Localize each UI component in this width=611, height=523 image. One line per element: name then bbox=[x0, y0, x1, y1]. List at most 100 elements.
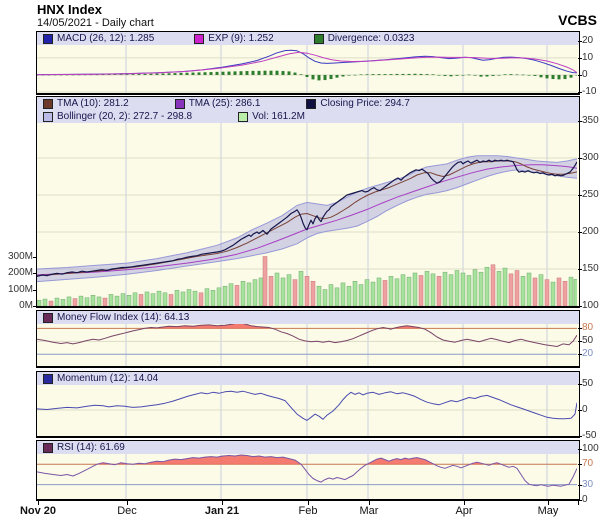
x-axis-month-label: Feb bbox=[298, 505, 318, 517]
volume-tick-label: 100M bbox=[7, 283, 33, 295]
x-axis-tick bbox=[222, 501, 223, 505]
x-axis-month-label: Apr bbox=[455, 505, 473, 517]
x-axis-tick bbox=[548, 501, 549, 505]
axis-tick-label: 0 bbox=[582, 403, 588, 415]
x-axis-tick bbox=[464, 501, 465, 505]
legend-label: TMA (25): 286.1 bbox=[188, 98, 261, 109]
axis-tick-label: 50 bbox=[582, 377, 594, 389]
axis-tick-label: 80 bbox=[582, 322, 594, 334]
legend-item: Vol: 161.2M bbox=[238, 111, 305, 122]
axis-tick-mark bbox=[578, 121, 582, 122]
panel-rsi: RSI (14): 61.69 bbox=[36, 440, 580, 501]
axis-tick-label: 150 bbox=[582, 263, 599, 274]
legend-macd: MACD (26, 12): 1.285 EXP (9): 1.252 Diverg… bbox=[37, 32, 579, 45]
axis-tick-label: 10 bbox=[582, 51, 594, 63]
axis-tick-label: -50 bbox=[582, 430, 597, 441]
legend-label: Bollinger (20, 2): 272.7 - 298.8 bbox=[57, 111, 193, 122]
axis-tick-mark bbox=[578, 484, 582, 486]
legend-item: MACD (26, 12): 1.285 bbox=[43, 33, 154, 44]
legend-label: MACD (26, 12): 1.285 bbox=[57, 33, 155, 44]
legend-swatch bbox=[43, 373, 53, 384]
volume-tick-label: 0M bbox=[19, 300, 33, 311]
x-axis-tick bbox=[127, 501, 128, 505]
legend-rsi: RSI (14): 61.69 bbox=[37, 441, 579, 454]
axis-tick-mark bbox=[578, 57, 582, 59]
axis-tick-label: 200 bbox=[582, 226, 599, 237]
axis-tick-label: 20 bbox=[582, 348, 594, 360]
axis-tick-mark bbox=[578, 232, 582, 233]
axis-tick-label: 100 bbox=[582, 442, 599, 454]
axis-tick-mark bbox=[578, 448, 582, 450]
axis-tick-mark bbox=[578, 158, 582, 159]
legend-label: TMA (10): 281.2 bbox=[57, 98, 129, 109]
legend-label: Divergence: 0.0323 bbox=[327, 33, 415, 44]
x-axis-tick bbox=[578, 501, 579, 505]
legend-money-flow-index: Money Flow Index (14): 64.13 bbox=[37, 311, 579, 324]
axis-tick-mark bbox=[578, 328, 582, 330]
legend-item: Closing Price: 294.7 bbox=[306, 98, 410, 109]
page-title: HNX Index bbox=[37, 2, 103, 17]
volume-tick-mark bbox=[33, 273, 37, 274]
axis-tick-mark bbox=[578, 269, 582, 270]
legend-swatch bbox=[174, 98, 185, 109]
legend-price: TMA (10): 281.2 TMA (25): 286.1 Closing Pr… bbox=[37, 97, 579, 123]
x-axis-tick bbox=[308, 501, 309, 505]
axis-tick-label: 0 bbox=[582, 494, 588, 506]
legend-swatch bbox=[43, 98, 53, 109]
chart-subtitle: 14/05/2021 - Daily chart bbox=[37, 17, 154, 29]
plot-price bbox=[37, 123, 579, 306]
legend-row: TMA (10): 281.2 TMA (25): 286.1 Closing Pr… bbox=[37, 97, 579, 110]
plot-momentum bbox=[37, 385, 579, 436]
volume-tick-label: 200M bbox=[7, 267, 33, 278]
axis-tick-mark bbox=[578, 91, 582, 93]
legend-momentum: Momentum (12): 14.04 bbox=[37, 372, 579, 385]
axis-tick-mark bbox=[578, 409, 582, 411]
axis-tick-mark bbox=[578, 500, 582, 502]
legend-swatch bbox=[43, 33, 53, 44]
x-axis-tick bbox=[369, 501, 370, 505]
x-axis-tick bbox=[38, 501, 39, 505]
panel-money-flow-index: Money Flow Index (14): 64.13 bbox=[36, 310, 580, 368]
legend-label: Momentum (12): 14.04 bbox=[57, 373, 159, 384]
axis-tick-mark bbox=[578, 436, 582, 437]
legend-swatch bbox=[238, 111, 249, 122]
legend-label: Closing Price: 294.7 bbox=[320, 98, 410, 109]
legend-item: TMA (10): 281.2 bbox=[43, 98, 129, 109]
panel-price: TMA (10): 281.2 TMA (25): 286.1 Closing Pr… bbox=[36, 96, 580, 308]
legend-item: TMA (25): 286.1 bbox=[174, 98, 261, 109]
brand-logo: VCBS bbox=[558, 12, 597, 28]
legend-label: RSI (14): 61.69 bbox=[57, 442, 125, 453]
plot-rsi bbox=[37, 454, 579, 499]
legend-item: Divergence: 0.0323 bbox=[313, 33, 415, 44]
axis-tick-label: 30 bbox=[582, 478, 594, 490]
axis-tick-label: 100 bbox=[582, 300, 599, 311]
legend-swatch bbox=[313, 33, 324, 44]
axis-tick-mark bbox=[578, 306, 582, 307]
volume-tick-mark bbox=[33, 289, 37, 291]
axis-tick-mark bbox=[578, 74, 582, 76]
axis-tick-label: 250 bbox=[582, 189, 599, 200]
axis-tick-label: 70 bbox=[582, 458, 594, 470]
legend-label: Vol: 161.2M bbox=[252, 111, 305, 122]
axis-tick-mark bbox=[578, 354, 582, 356]
legend-swatch bbox=[43, 111, 53, 122]
panel-momentum: Momentum (12): 14.04 bbox=[36, 371, 580, 438]
legend-swatch bbox=[194, 33, 205, 44]
x-axis-month-label: Mar bbox=[359, 505, 379, 517]
panel-macd: MACD (26, 12): 1.285 EXP (9): 1.252 Diverg… bbox=[36, 31, 580, 95]
legend-label: EXP (9): 1.252 bbox=[208, 33, 274, 44]
axis-tick-mark bbox=[578, 341, 582, 343]
legend-swatch bbox=[306, 98, 317, 109]
x-axis-month-label: Dec bbox=[117, 505, 137, 517]
axis-tick-label: 20 bbox=[582, 34, 594, 46]
legend-item: Bollinger (20, 2): 272.7 - 298.8 bbox=[43, 111, 192, 122]
axis-tick-mark bbox=[578, 40, 582, 42]
volume-tick-mark bbox=[33, 306, 37, 307]
plot-money-flow-index bbox=[37, 324, 579, 366]
legend-swatch bbox=[43, 312, 53, 323]
plot-macd bbox=[37, 45, 579, 93]
volume-tick-label: 300M bbox=[7, 250, 33, 262]
axis-tick-label: 50 bbox=[582, 335, 594, 347]
legend-item: EXP (9): 1.252 bbox=[194, 33, 274, 44]
